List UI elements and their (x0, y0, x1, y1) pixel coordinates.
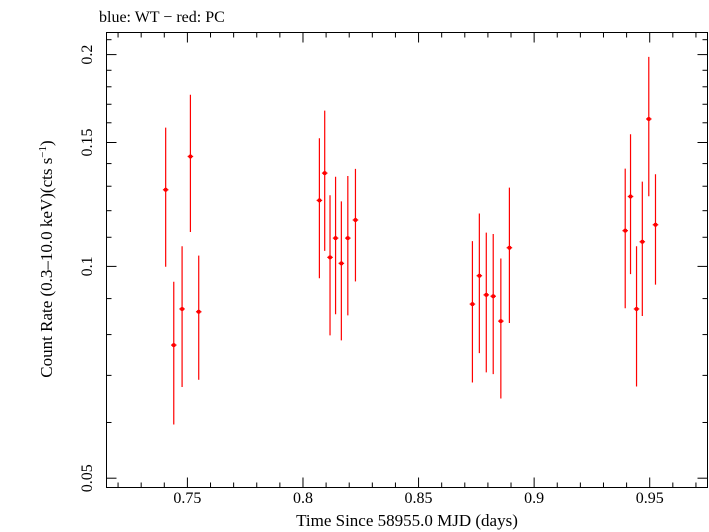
data-point (195, 255, 202, 380)
data-point (187, 94, 194, 233)
x-tick-labels: 0.75 0.8 0.85 0.9 0.95 (173, 490, 663, 507)
point-marker (188, 154, 193, 159)
x-tick-label: 0.85 (405, 490, 433, 507)
data-point (332, 176, 339, 315)
data-point (646, 56, 652, 197)
data-points (162, 56, 659, 425)
point-marker (653, 222, 658, 227)
y-tick-label: 0.05 (79, 464, 96, 492)
data-point (316, 138, 323, 279)
x-tick-label: 0.9 (524, 490, 544, 507)
data-point (622, 168, 628, 309)
x-axis-label: Time Since 58955.0 MJD (days) (296, 511, 518, 530)
point-marker (333, 236, 338, 241)
point-marker (163, 187, 168, 192)
point-marker (317, 198, 322, 203)
point-marker (491, 294, 496, 299)
point-marker (640, 239, 645, 244)
point-marker (477, 273, 482, 278)
x-tick-label: 0.95 (636, 490, 664, 507)
point-marker (634, 306, 639, 311)
y-tick-label: 0.2 (79, 45, 96, 65)
data-point (639, 181, 646, 317)
point-marker (345, 236, 350, 241)
y-axis-label-close: ) (37, 140, 56, 146)
plot-frame (106, 32, 708, 488)
data-point (345, 176, 351, 316)
point-marker (328, 255, 333, 260)
data-point (469, 241, 476, 383)
y-tick-label: 0.15 (79, 129, 96, 157)
y-axis-label-superscript: −1 (37, 146, 49, 158)
y-tick-labels: 0.05 0.1 0.15 0.2 (79, 45, 96, 493)
data-point (327, 195, 333, 336)
data-point (476, 213, 483, 354)
y-axis-label-main: Count Rate (0.3–10.0 keV)(cts s (37, 158, 56, 378)
data-point (483, 232, 490, 373)
point-marker (180, 306, 185, 311)
point-marker (196, 309, 201, 314)
x-tick-label: 0.8 (293, 490, 313, 507)
data-point (179, 246, 185, 387)
point-marker (628, 194, 633, 199)
point-marker (646, 116, 651, 121)
data-point (321, 110, 328, 251)
data-point (338, 201, 345, 341)
data-point (627, 134, 634, 275)
point-marker (498, 319, 503, 324)
point-marker (339, 261, 344, 266)
data-point (633, 246, 640, 387)
axis-ticks (106, 32, 708, 488)
chart-title: blue: WT − red: PC (99, 9, 225, 26)
data-point (170, 281, 177, 425)
data-point (652, 174, 659, 285)
chart-title-text: blue: WT − red: PC (99, 9, 225, 26)
point-marker (484, 292, 489, 297)
point-marker (353, 217, 358, 222)
point-marker (322, 171, 327, 176)
x-tick-label: 0.75 (173, 490, 201, 507)
point-marker (623, 228, 628, 233)
data-point (162, 127, 169, 267)
data-point (498, 258, 504, 399)
data-point (506, 187, 513, 323)
point-marker (470, 302, 475, 307)
y-axis-label: Count Rate (0.3–10.0 keV)(cts s−1) (37, 140, 56, 377)
point-marker (507, 245, 512, 250)
y-tick-label: 0.1 (79, 256, 96, 276)
data-point (490, 233, 496, 375)
point-marker (171, 343, 176, 348)
data-point (352, 168, 359, 282)
